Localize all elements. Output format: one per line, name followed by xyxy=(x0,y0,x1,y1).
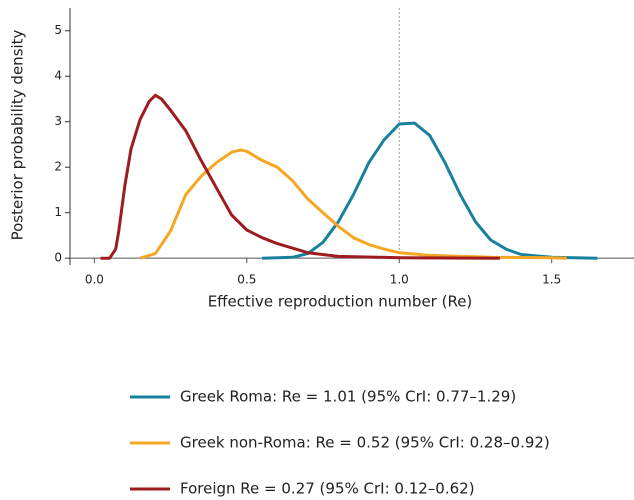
density-line xyxy=(139,148,567,260)
y-tick-label: 0 xyxy=(54,251,62,265)
density-line xyxy=(100,93,500,260)
y-tick-label: 3 xyxy=(54,114,62,128)
legend-label: Greek Roma: Re = 1.01 (95% CrI: 0.77–1.2… xyxy=(180,388,516,406)
legend-label: Greek non-Roma: Re = 0.52 (95% CrI: 0.28… xyxy=(180,434,550,452)
y-tick-label: 1 xyxy=(54,205,62,219)
y-axis-label: Posterior probability density xyxy=(9,29,27,240)
y-tick-label: 2 xyxy=(54,160,62,174)
x-tick-label: 1.0 xyxy=(390,273,409,287)
x-axis-label: Effective reproduction number (Re) xyxy=(208,293,473,311)
x-tick-label: 0.5 xyxy=(237,273,256,287)
density-line xyxy=(262,121,598,260)
x-tick-label: 0.0 xyxy=(85,273,104,287)
x-tick-label: 1.5 xyxy=(542,273,561,287)
y-tick-label: 5 xyxy=(54,23,62,37)
legend-label: Foreign Re = 0.27 (95% CrI: 0.12–0.62) xyxy=(180,480,475,498)
y-tick-label: 4 xyxy=(54,69,62,83)
